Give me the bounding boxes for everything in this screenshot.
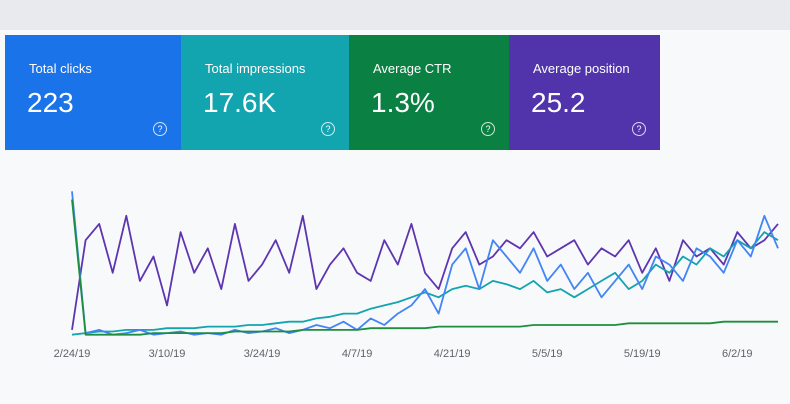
x-tick-label: 5/5/19: [532, 348, 563, 360]
help-icon[interactable]: ?: [481, 122, 495, 136]
x-tick-label: 2/24/19: [54, 348, 91, 360]
x-tick-label: 5/19/19: [624, 348, 661, 360]
help-icon[interactable]: ?: [321, 122, 335, 136]
card-value: 17.6K: [203, 87, 277, 118]
metric-card[interactable]: Average CTR 1.3% ?: [349, 35, 509, 150]
card-label: Average CTR: [373, 61, 452, 76]
series-line: [71, 231, 779, 336]
metric-card[interactable]: Average position 25.2 ?: [509, 35, 660, 150]
card-value: 25.2: [531, 87, 586, 118]
series-line: [71, 191, 779, 336]
card-label: Total impressions: [205, 61, 306, 76]
x-tick-label: 4/21/19: [434, 348, 471, 360]
series-line: [71, 214, 779, 331]
card-label: Average position: [533, 61, 630, 76]
card-value: 1.3%: [371, 87, 435, 118]
metric-card[interactable]: Total clicks 223 ?: [5, 35, 181, 150]
help-icon[interactable]: ?: [153, 122, 167, 136]
help-icon[interactable]: ?: [632, 122, 646, 136]
x-tick-label: 6/2/19: [722, 348, 753, 360]
x-tick-label: 3/24/19: [244, 348, 281, 360]
x-tick-label: 3/10/19: [149, 348, 186, 360]
card-value: 223: [27, 87, 74, 118]
x-tick-label: 4/7/19: [342, 348, 373, 360]
series-line: [71, 199, 778, 336]
metric-card[interactable]: Total impressions 17.6K ?: [181, 35, 349, 150]
card-label: Total clicks: [29, 61, 92, 76]
